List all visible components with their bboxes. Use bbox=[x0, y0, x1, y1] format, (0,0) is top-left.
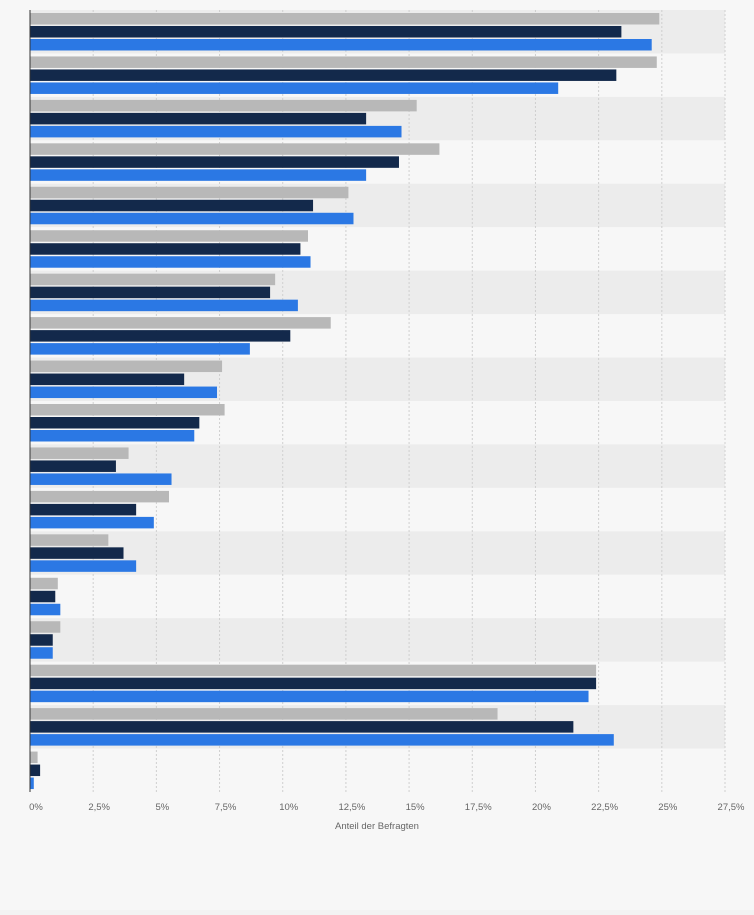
bar-series-2[interactable] bbox=[30, 417, 200, 429]
bar-series-2[interactable] bbox=[30, 26, 622, 38]
bar-series-1[interactable] bbox=[30, 534, 109, 546]
bar-series-3[interactable] bbox=[30, 125, 402, 138]
bar-series-2[interactable] bbox=[30, 69, 617, 81]
x-tick-label: 22,5% bbox=[591, 802, 618, 813]
x-tick-label: 2,5% bbox=[88, 802, 110, 813]
row-band bbox=[30, 748, 725, 792]
bar-series-1[interactable] bbox=[30, 751, 38, 764]
bar-series-2[interactable] bbox=[30, 503, 137, 516]
bar-series-3[interactable] bbox=[30, 386, 218, 399]
bar-series-2[interactable] bbox=[30, 634, 53, 646]
x-tick-label: 17,5% bbox=[465, 802, 492, 813]
x-tick-label: 0% bbox=[29, 802, 43, 813]
bar-series-1[interactable] bbox=[30, 13, 660, 25]
bar-series-3[interactable] bbox=[30, 212, 354, 225]
bar-series-3[interactable] bbox=[30, 82, 559, 94]
bar-series-1[interactable] bbox=[30, 56, 657, 68]
x-tick-label: 25% bbox=[658, 802, 678, 813]
x-tick-label: 12,5% bbox=[338, 802, 365, 813]
bar-series-3[interactable] bbox=[30, 734, 614, 746]
bar-series-3[interactable] bbox=[30, 39, 652, 51]
bar-series-1[interactable] bbox=[30, 230, 308, 242]
x-tick-label: 27,5% bbox=[718, 802, 745, 813]
x-tick-label: 7,5% bbox=[215, 802, 237, 813]
bar-series-3[interactable] bbox=[30, 430, 195, 442]
bar-series-2[interactable] bbox=[30, 243, 301, 255]
x-tick-label: 15% bbox=[406, 802, 426, 813]
bar-series-2[interactable] bbox=[30, 373, 185, 386]
bar-series-1[interactable] bbox=[30, 143, 440, 155]
bar-series-1[interactable] bbox=[30, 186, 349, 199]
bar-series-1[interactable] bbox=[30, 404, 225, 416]
bar-series-3[interactable] bbox=[30, 169, 367, 181]
x-axis-title: Anteil der Befragten bbox=[335, 821, 419, 832]
bar-series-3[interactable] bbox=[30, 343, 250, 355]
x-tick-labels: 0% 2,5% 5% 7,5% 10% 12,5% 15% 17,5% 20% 22,5% 25% 2… bbox=[29, 802, 745, 813]
x-tick-label: 5% bbox=[155, 802, 169, 813]
row-band bbox=[30, 618, 725, 662]
bar-series-2[interactable] bbox=[30, 547, 124, 559]
bar-series-2[interactable] bbox=[30, 286, 271, 299]
bar-series-3[interactable] bbox=[30, 603, 61, 616]
bar-series-3[interactable] bbox=[30, 560, 137, 572]
bar-series-1[interactable] bbox=[30, 447, 129, 459]
bar-series-2[interactable] bbox=[30, 764, 41, 777]
bar-series-1[interactable] bbox=[30, 360, 223, 373]
bar-series-3[interactable] bbox=[30, 473, 172, 485]
bar-series-3[interactable] bbox=[30, 299, 298, 312]
bar-series-3[interactable] bbox=[30, 690, 589, 703]
bar-series-2[interactable] bbox=[30, 677, 597, 690]
x-tick-label: 10% bbox=[279, 802, 299, 813]
x-tick-label: 20% bbox=[532, 802, 552, 813]
bar-series-3[interactable] bbox=[30, 516, 154, 529]
bar-series-1[interactable] bbox=[30, 664, 597, 677]
bar-series-2[interactable] bbox=[30, 330, 291, 342]
bar-series-2[interactable] bbox=[30, 460, 116, 472]
row-band bbox=[30, 531, 725, 575]
bar-series-1[interactable] bbox=[30, 490, 169, 503]
bar-series-1[interactable] bbox=[30, 317, 331, 329]
bar-series-1[interactable] bbox=[30, 99, 417, 112]
bar-series-3[interactable] bbox=[30, 777, 34, 790]
row-band bbox=[30, 574, 725, 619]
bar-series-1[interactable] bbox=[30, 577, 58, 590]
bar-series-2[interactable] bbox=[30, 156, 399, 168]
bar-series-2[interactable] bbox=[30, 721, 574, 733]
bars bbox=[30, 13, 660, 790]
bar-series-3[interactable] bbox=[30, 647, 53, 659]
bar-series-1[interactable] bbox=[30, 708, 498, 720]
bar-series-2[interactable] bbox=[30, 590, 56, 603]
bar-series-2[interactable] bbox=[30, 112, 367, 125]
bar-series-3[interactable] bbox=[30, 256, 311, 268]
bar-series-2[interactable] bbox=[30, 199, 314, 212]
bar-series-1[interactable] bbox=[30, 273, 276, 286]
bar-series-1[interactable] bbox=[30, 621, 61, 633]
